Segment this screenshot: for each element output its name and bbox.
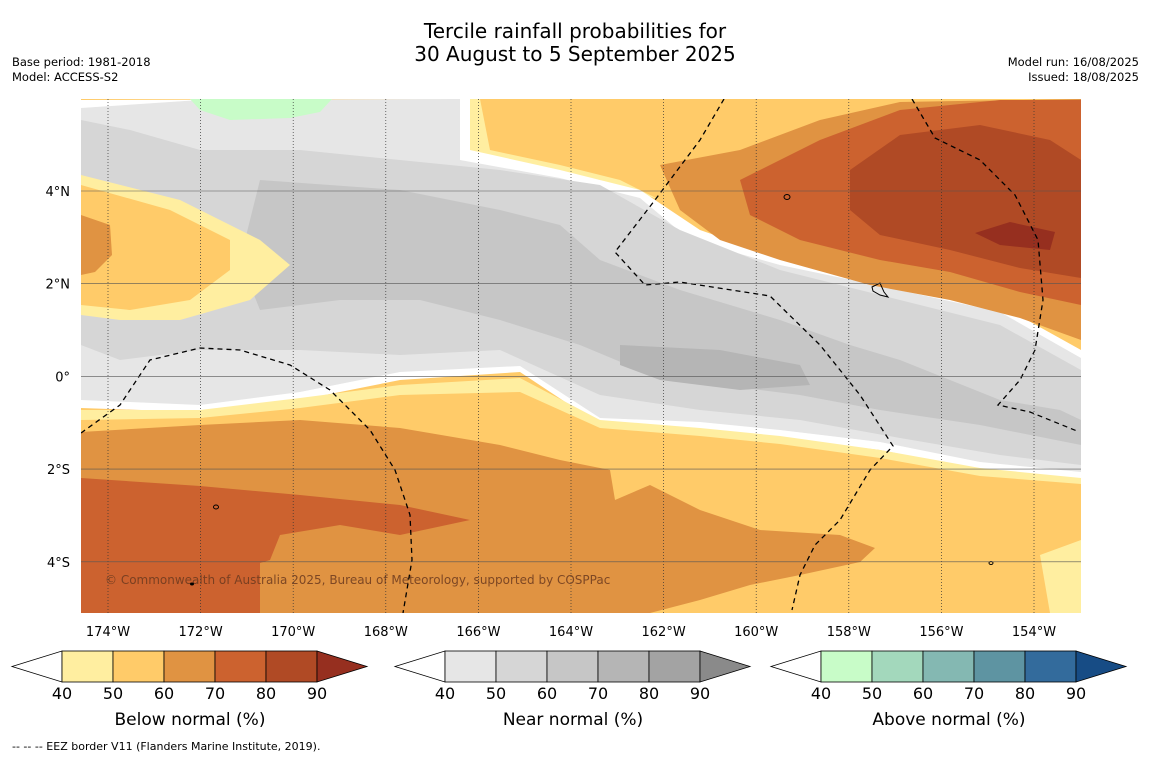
colorbar-tick-label: 70 xyxy=(205,684,225,703)
island-outline xyxy=(190,582,194,586)
colorbar-tick-label: 40 xyxy=(435,684,455,703)
colorbar-segment xyxy=(214,650,267,683)
colorbar-tick-label: 50 xyxy=(103,684,123,703)
map-title: Tercile rainfall probabilities for 30 Au… xyxy=(0,20,1150,66)
lat-tick-label: 2°S xyxy=(47,463,70,478)
lon-tick-label: 158°W xyxy=(827,625,871,640)
below-normal-label: Below normal (%) xyxy=(114,710,266,730)
colorbar-tick-label: 70 xyxy=(588,684,608,703)
colorbar-tick-label: 60 xyxy=(154,684,174,703)
lon-tick-label: 160°W xyxy=(734,625,778,640)
near-normal-label: Near normal (%) xyxy=(502,710,644,730)
title-line-1: Tercile rainfall probabilities for xyxy=(423,19,727,43)
west-orange-60 xyxy=(81,215,112,275)
lat-tick-label: 2°N xyxy=(46,278,71,293)
colorbar-tick-label: 80 xyxy=(1015,684,1035,703)
eez-border-east xyxy=(911,99,1078,432)
colorbar-segment xyxy=(444,650,497,683)
colorbar-segment xyxy=(546,650,599,683)
lon-tick-label: 154°W xyxy=(1012,625,1056,640)
colorbar-left-extend xyxy=(10,650,63,683)
colorbar-tick-label: 90 xyxy=(1066,684,1086,703)
near-normal-60 xyxy=(240,180,1081,445)
copyright-text: © Commonwealth of Australia 2025, Bureau… xyxy=(105,573,610,587)
island-outline xyxy=(213,504,219,510)
colorbar-segment xyxy=(495,650,548,683)
colorbar-tick-label: 50 xyxy=(486,684,506,703)
colorbar-tick-label: 50 xyxy=(862,684,882,703)
colorbar-segment xyxy=(973,650,1026,683)
title-line-2: 30 August to 5 September 2025 xyxy=(414,42,736,66)
colorbar-right-extend xyxy=(699,650,752,683)
colorbar-segment xyxy=(163,650,216,683)
colorbar-segment xyxy=(597,650,650,683)
map-gridlines xyxy=(81,99,1081,613)
near-normal-colorbar: 40 50 60 70 80 90 xyxy=(393,650,752,703)
latitude-ticks: 4°N 2°N 0° 2°S 4°S xyxy=(46,185,71,571)
lon-tick-label: 166°W xyxy=(456,625,500,640)
model-name: Model: ACCESS-S2 xyxy=(12,70,119,84)
island-outline xyxy=(871,282,890,298)
colorbar-tick-label: 80 xyxy=(256,684,276,703)
lon-tick-label: 174°W xyxy=(86,625,130,640)
colorbar-right-extend xyxy=(316,650,369,683)
lon-tick-label: 170°W xyxy=(271,625,315,640)
issued-date: Issued: 18/08/2025 xyxy=(1028,70,1139,84)
meta-right: Model run: 16/08/2025 Issued: 18/08/2025 xyxy=(1008,55,1139,85)
colorbar-segment xyxy=(61,650,114,683)
island-outline xyxy=(783,194,791,200)
west-orange-block xyxy=(81,185,230,310)
colorbar-segment xyxy=(112,650,165,683)
colorbar-tick-label: 40 xyxy=(52,684,72,703)
colorbar-segment xyxy=(871,650,924,683)
ne-90-core xyxy=(975,222,1055,250)
lon-tick-label: 164°W xyxy=(549,625,593,640)
base-period: Base period: 1981-2018 xyxy=(12,55,151,69)
lat-tick-label: 4°N xyxy=(46,185,71,200)
colorbar-segment xyxy=(1024,650,1077,683)
colorbar-tick-label: 90 xyxy=(307,684,327,703)
model-run: Model run: 16/08/2025 xyxy=(1007,55,1139,69)
near-normal-70-patch xyxy=(620,345,810,390)
colorbar-tick-label: 70 xyxy=(964,684,984,703)
lon-tick-label: 168°W xyxy=(364,625,408,640)
lon-tick-label: 162°W xyxy=(642,625,686,640)
colorbar-tick-label: 60 xyxy=(913,684,933,703)
eez-border-central xyxy=(614,99,894,611)
colorbar-tick-label: 80 xyxy=(639,684,659,703)
colorbar-segment xyxy=(265,650,318,683)
probability-field: © Commonwealth of Australia 2025, Bureau… xyxy=(81,99,1081,613)
south-70-west-block xyxy=(81,560,260,613)
lon-tick-label: 156°W xyxy=(919,625,963,640)
colorbar-left-extend xyxy=(769,650,822,683)
eez-border-west xyxy=(81,347,413,613)
colorbar-right-extend xyxy=(1075,650,1128,683)
se-yellow-corner xyxy=(1040,540,1081,613)
meta-left: Base period: 1981-2018 Model: ACCESS-S2 xyxy=(12,55,151,85)
top-left-above-patch xyxy=(190,99,332,120)
eez-footnote: -- -- -- EEZ border V11 (Flanders Marine… xyxy=(12,740,321,753)
south-orange-60 xyxy=(81,420,875,613)
below-normal-colorbar: 40 50 60 70 80 90 xyxy=(10,650,369,703)
lat-tick-label: 4°S xyxy=(47,556,70,571)
colorbar-segment xyxy=(922,650,975,683)
colorbar-tick-label: 40 xyxy=(811,684,831,703)
colorbar-tick-label: 60 xyxy=(537,684,557,703)
lat-tick-label: 0° xyxy=(55,370,70,385)
longitude-ticks: 174°W 172°W 170°W 168°W 166°W 164°W 162°W 160°W… xyxy=(86,625,1056,640)
colorbar-segment xyxy=(648,650,701,683)
colorbar-segment xyxy=(820,650,873,683)
above-normal-label: Above normal (%) xyxy=(872,710,1026,730)
lon-tick-label: 172°W xyxy=(179,625,223,640)
colorbar-tick-label: 90 xyxy=(690,684,710,703)
above-normal-colorbar: 40 50 60 70 80 90 xyxy=(769,650,1128,703)
colorbars: 40 50 60 70 80 90 40 50 60 70 80 90 40 50 60 70 80 90 xyxy=(10,650,1128,703)
colorbar-left-extend xyxy=(393,650,446,683)
